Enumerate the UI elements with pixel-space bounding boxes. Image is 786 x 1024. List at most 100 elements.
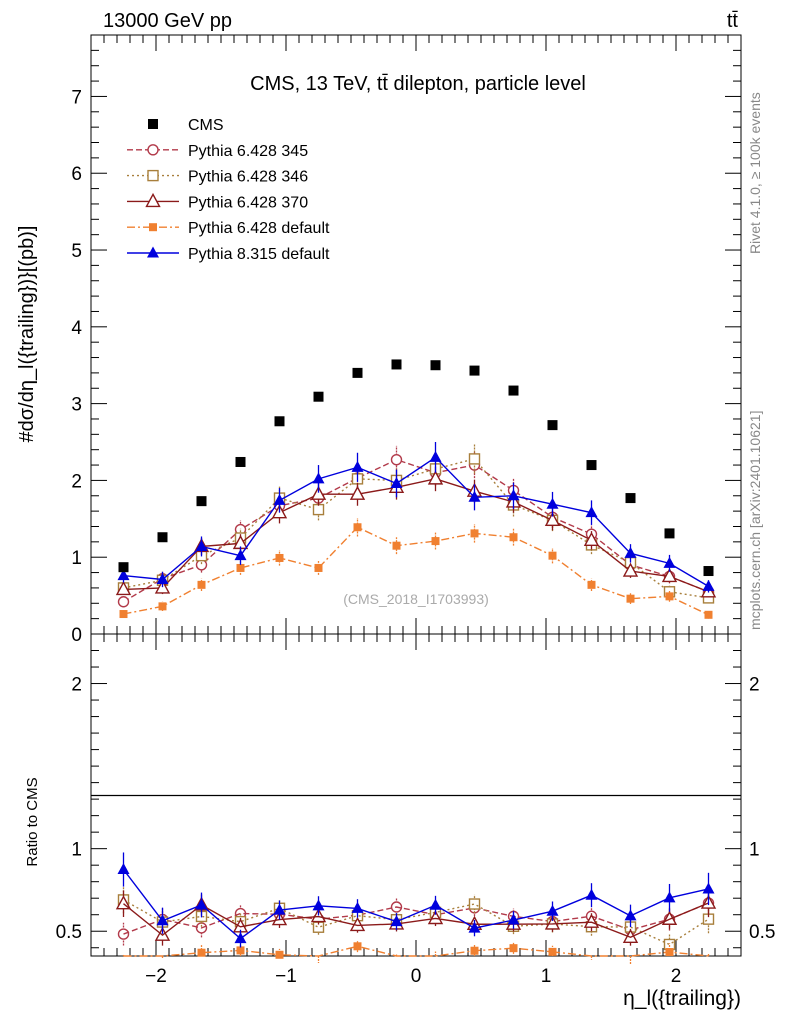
series-marker	[119, 610, 128, 619]
cms-data-point	[352, 367, 363, 378]
legend-label: Pythia 6.428 370	[188, 194, 308, 211]
ratio-marker	[468, 898, 481, 910]
ratio-line	[123, 899, 709, 946]
main-panel: 0 1 2 3 4 5 6 7 CMS, 13 TeV, tt̄ dilepton, part…	[16, 34, 742, 646]
legend-entry: Pythia 6.428 345	[127, 143, 308, 160]
legend: CMS Pythia 6.428 345 Pythia 6.428 346 Pythi…	[127, 117, 330, 263]
series-marker	[351, 460, 364, 472]
series-marker	[197, 580, 206, 589]
cms-data-point	[508, 385, 519, 396]
legend-swatch-marker	[147, 144, 159, 156]
ratio-tick-label: 0.5	[56, 922, 82, 943]
series-marker	[312, 472, 325, 484]
legend-swatch-marker	[149, 223, 157, 232]
x-tick-label: 1	[541, 966, 552, 987]
ratio-marker	[312, 899, 325, 911]
y-axis-label: #dσ/dη_l({trailing})}[(pb)]	[16, 226, 38, 443]
series-marker	[661, 567, 678, 583]
x-axis-label: η_l({trailing})	[623, 987, 741, 1010]
ratio-marker	[702, 882, 715, 894]
series-marker	[392, 541, 401, 550]
cms-data-point	[196, 496, 207, 507]
legend-label: Pythia 8.315 default	[188, 246, 330, 263]
mcplots-reference-label: mcplots.cern.ch [arXiv:2401.10621]	[747, 411, 763, 630]
series-marker	[468, 490, 481, 502]
legend-entry: CMS	[148, 117, 224, 134]
series-marker	[273, 493, 286, 505]
ratio-y-ticks: 0.5 0.5 1 1 2 2	[56, 650, 775, 949]
ratio-line	[123, 902, 709, 939]
series-marker	[158, 602, 167, 611]
y-tick-label: 2	[71, 471, 82, 492]
series-marker	[470, 529, 479, 538]
x-tick-label: −1	[275, 966, 297, 987]
cms-data-point	[118, 562, 129, 573]
analysis-watermark: (CMS_2018_I1703993)	[343, 591, 489, 607]
cms-data-point	[391, 359, 402, 370]
cms-data-point	[274, 416, 285, 427]
ratio-marker	[117, 863, 130, 875]
series-marker	[234, 549, 247, 561]
y-tick-label: 0	[71, 625, 82, 646]
cms-data-point	[664, 528, 675, 539]
series-marker	[275, 553, 284, 562]
ratio-tick-label: 2	[71, 675, 82, 696]
ratio-x-ticks: −2 −1 0 1 2	[103, 634, 729, 987]
series-line	[123, 458, 709, 603]
ratio-marker	[507, 913, 520, 925]
series-marker	[624, 546, 637, 558]
ratio-marker	[663, 938, 676, 951]
cms-data-point	[625, 493, 636, 504]
legend-swatch-marker	[145, 192, 161, 208]
ratio-marker	[390, 915, 403, 927]
series-marker	[195, 539, 208, 551]
ratio-marker	[310, 908, 327, 923]
cms-data-point	[547, 420, 558, 431]
legend-swatch-cms	[148, 119, 158, 129]
series-marker	[117, 569, 130, 581]
x-tick-label: 2	[671, 966, 682, 987]
ratio-tick-label: 1	[71, 840, 82, 861]
legend-label: Pythia 6.428 345	[188, 143, 308, 160]
series-marker	[427, 470, 444, 485]
series-marker	[548, 551, 557, 560]
cms-data-point	[586, 460, 597, 471]
ratio-line	[123, 945, 709, 957]
series-pythia-6-428-default	[119, 518, 713, 619]
series-marker	[544, 511, 561, 527]
series-marker	[665, 592, 674, 601]
series-marker	[626, 594, 635, 603]
series-marker	[312, 503, 325, 516]
cms-data-point	[469, 365, 480, 376]
ratio-series-pythia-6-428-default	[122, 940, 710, 965]
cms-data-point	[157, 532, 168, 543]
cms-data-point	[313, 391, 324, 402]
series-line	[123, 526, 709, 616]
ratio-marker	[234, 932, 247, 944]
cms-data-point	[430, 360, 441, 371]
series-marker	[349, 485, 366, 500]
series-marker	[509, 533, 518, 542]
legend-entry: Pythia 8.315 default	[127, 246, 330, 263]
cms-data-point	[703, 566, 714, 577]
ratio-tick-label-right: 1	[749, 840, 760, 861]
ratio-series-layer	[115, 852, 717, 965]
legend-swatch-marker	[147, 246, 159, 258]
series-marker	[587, 580, 596, 589]
series-marker	[622, 562, 639, 577]
series-marker	[431, 537, 440, 546]
main-y-ticks: 0 1 2 3 4 5 6 7	[71, 49, 741, 646]
ratio-marker	[544, 915, 561, 930]
y-tick-label: 1	[71, 548, 82, 569]
y-tick-label: 7	[71, 87, 82, 108]
series-marker	[507, 489, 520, 501]
series-marker	[583, 531, 600, 547]
series-pythia-6-428-370	[115, 466, 717, 598]
cms-data-layer	[118, 359, 714, 577]
series-pythia-6-428-346	[117, 444, 715, 604]
series-marker	[546, 497, 559, 509]
ratio-marker	[468, 921, 481, 933]
legend-swatch-marker	[147, 169, 159, 182]
series-marker	[663, 556, 676, 568]
